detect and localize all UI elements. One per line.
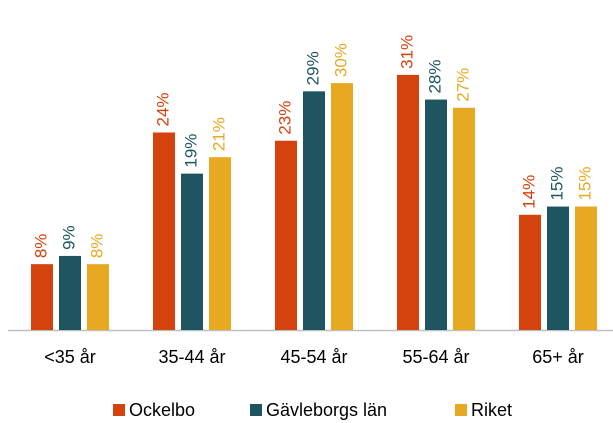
- x-tick-label: 45-54 år: [280, 347, 347, 367]
- data-label: 19%: [181, 134, 200, 168]
- bar: [153, 132, 175, 330]
- bar: [59, 255, 81, 330]
- data-label: 15%: [547, 167, 566, 201]
- data-label: 14%: [519, 175, 538, 209]
- bar: [547, 206, 569, 330]
- bar: [275, 140, 297, 330]
- bar: [453, 107, 475, 330]
- bar: [181, 173, 203, 330]
- bar: [425, 99, 447, 330]
- legend-label: Riket: [471, 400, 512, 420]
- data-label: 15%: [575, 167, 594, 201]
- x-tick-label: 55-64 år: [402, 347, 469, 367]
- bar: [31, 264, 53, 330]
- data-label: 24%: [153, 92, 172, 126]
- bar: [331, 83, 353, 330]
- bar: [87, 264, 109, 330]
- data-label: 29%: [303, 51, 322, 85]
- x-tick-label: 65+ år: [532, 347, 584, 367]
- legend-swatch: [250, 404, 262, 416]
- data-label: 23%: [275, 101, 294, 135]
- x-tick-label: <35 år: [44, 347, 96, 367]
- legend-swatch: [455, 404, 467, 416]
- legend-swatch: [113, 404, 125, 416]
- data-label: 31%: [397, 35, 416, 69]
- data-label: 8%: [31, 234, 50, 259]
- legend-label: Ockelbo: [129, 400, 195, 420]
- bar: [575, 206, 597, 330]
- data-label: 9%: [59, 225, 78, 250]
- data-label: 21%: [209, 117, 228, 151]
- data-label: 30%: [331, 43, 350, 77]
- bar: [397, 74, 419, 331]
- bar: [519, 214, 541, 330]
- bar: [303, 91, 325, 330]
- data-label: 27%: [453, 68, 472, 102]
- data-label: 28%: [425, 60, 444, 94]
- x-tick-label: 35-44 år: [158, 347, 225, 367]
- legend-label: Gävleborgs län: [266, 400, 387, 420]
- bar: [209, 157, 231, 330]
- data-label: 8%: [87, 234, 106, 259]
